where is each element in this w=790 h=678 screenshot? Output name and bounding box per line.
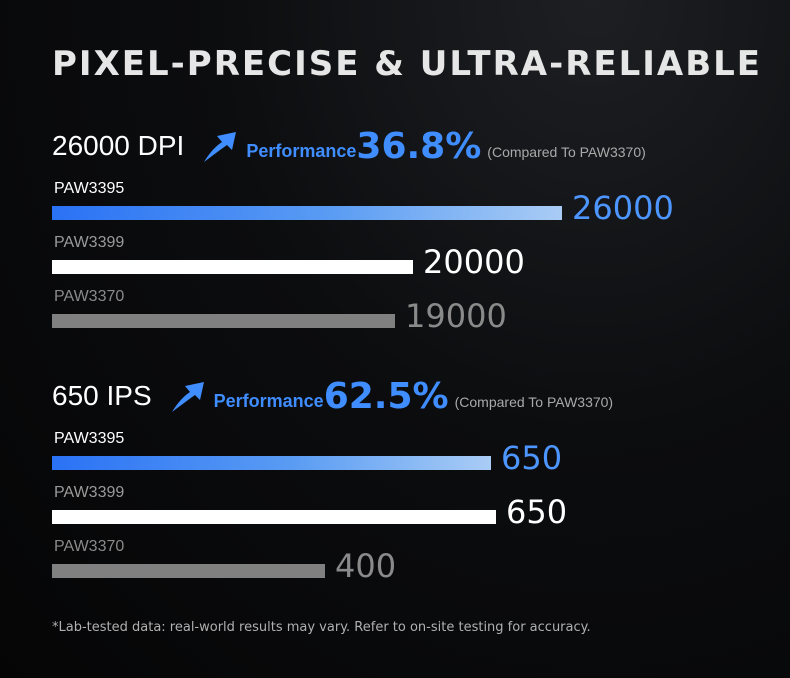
comparison-note: (Compared To PAW3370) <box>454 394 614 410</box>
footnote: *Lab-tested data: real-world results may… <box>52 620 591 635</box>
performance-label: Performance <box>213 390 324 411</box>
dpi-header: 26000 DPI Performance 36.8% (Compared To… <box>52 125 646 167</box>
metric-title: 650 IPS <box>52 380 152 411</box>
bar-label: PAW3370 <box>54 288 125 305</box>
bar-value-label: 400 <box>335 547 397 585</box>
bar-blue <box>52 456 491 470</box>
up-arrow-icon <box>204 132 237 162</box>
bar-value-label: 19000 <box>405 297 507 335</box>
bar-white <box>52 510 496 524</box>
bar-label: PAW3399 <box>54 234 125 251</box>
performance-value: 62.5% <box>323 375 449 417</box>
bar-value-label: 26000 <box>572 189 674 227</box>
bar-blue <box>52 206 562 220</box>
bar-value-label: 650 <box>506 493 568 531</box>
bar-white <box>52 260 413 274</box>
page-title: PIXEL-PRECISE & ULTRA-RELIABLE <box>52 44 763 84</box>
up-arrow-icon <box>171 382 204 412</box>
metric-title: 26000 DPI <box>52 130 185 161</box>
performance-value: 36.8% <box>356 125 482 167</box>
comparison-note: (Compared To PAW3370) <box>487 144 646 160</box>
bar-gray <box>52 564 325 578</box>
bar-label: PAW3395 <box>54 430 125 447</box>
bar-value-label: 20000 <box>423 243 525 281</box>
bar-label: PAW3399 <box>54 484 125 501</box>
bar-value-label: 650 <box>501 439 563 477</box>
ips-header: 650 IPS Performance 62.5% (Compared To P… <box>52 375 614 417</box>
performance-label: Performance <box>246 140 357 161</box>
bar-label: PAW3370 <box>54 538 125 555</box>
bar-label: PAW3395 <box>54 180 125 197</box>
bar-gray <box>52 314 395 328</box>
